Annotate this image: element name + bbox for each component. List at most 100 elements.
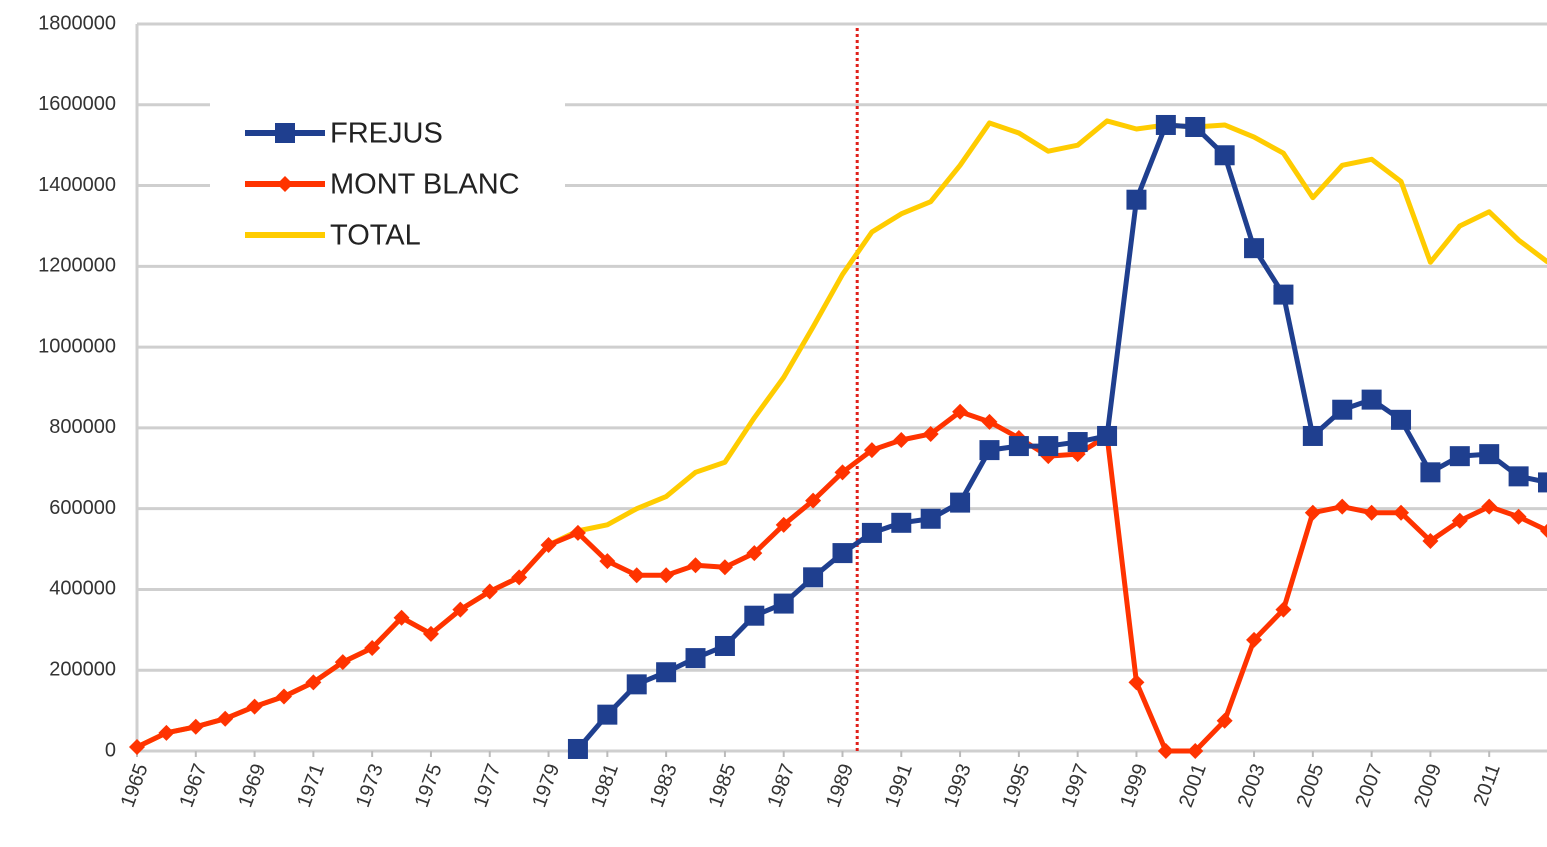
x-tick-label: 1969 bbox=[234, 761, 270, 810]
x-tick-label: 2007 bbox=[1351, 761, 1387, 810]
marker bbox=[599, 553, 616, 570]
marker bbox=[569, 524, 586, 541]
marker bbox=[714, 635, 735, 656]
marker bbox=[217, 710, 234, 727]
y-tick-label: 0 bbox=[105, 739, 116, 761]
x-tick-label: 1983 bbox=[646, 761, 682, 810]
series bbox=[129, 403, 1547, 759]
marker bbox=[1540, 523, 1547, 538]
marker bbox=[1361, 389, 1382, 410]
marker bbox=[658, 567, 675, 584]
marker bbox=[481, 583, 498, 600]
marker bbox=[1422, 532, 1439, 549]
marker bbox=[628, 567, 645, 584]
marker bbox=[744, 605, 765, 626]
marker bbox=[832, 543, 853, 564]
marker bbox=[685, 648, 706, 669]
marker bbox=[626, 674, 647, 695]
marker bbox=[305, 674, 322, 691]
marker bbox=[716, 559, 733, 576]
marker bbox=[567, 738, 588, 759]
legend-label: TOTAL bbox=[330, 220, 421, 252]
y-tick-label: 400000 bbox=[49, 578, 116, 600]
marker bbox=[922, 425, 939, 442]
x-tick-label: 1991 bbox=[881, 761, 917, 810]
y-tick-label: 200000 bbox=[49, 659, 116, 681]
marker bbox=[893, 432, 910, 449]
marker bbox=[540, 537, 557, 554]
x-tick-label: 1997 bbox=[1057, 761, 1093, 810]
x-tick-label: 1999 bbox=[1116, 761, 1152, 810]
marker bbox=[187, 718, 204, 735]
marker bbox=[129, 738, 145, 755]
x-tick-label: 1985 bbox=[705, 761, 741, 810]
marker bbox=[275, 688, 292, 705]
marker bbox=[1334, 498, 1351, 515]
x-tick-label: 1971 bbox=[293, 761, 329, 810]
x-tick-label: 1977 bbox=[470, 761, 506, 810]
x-tick-label: 1965 bbox=[117, 761, 153, 810]
x-tick-label: 1993 bbox=[940, 761, 976, 810]
marker bbox=[422, 625, 439, 642]
x-tick-label: 2011 bbox=[1469, 761, 1504, 809]
marker bbox=[834, 464, 851, 481]
x-tick-label: 2003 bbox=[1234, 761, 1270, 810]
x-tick-label: 2005 bbox=[1293, 761, 1329, 810]
marker bbox=[1538, 472, 1547, 493]
legend-marker bbox=[277, 176, 293, 192]
marker bbox=[1273, 284, 1294, 305]
marker bbox=[952, 403, 969, 420]
marker bbox=[1128, 674, 1145, 691]
y-tick-label: 1800000 bbox=[38, 12, 116, 34]
marker bbox=[597, 704, 618, 725]
marker bbox=[863, 442, 880, 459]
x-tick-label: 1995 bbox=[999, 761, 1035, 810]
marker bbox=[775, 516, 792, 533]
x-tick-label: 1967 bbox=[176, 761, 212, 810]
x-tick-label: 1989 bbox=[822, 761, 858, 810]
marker bbox=[511, 569, 528, 586]
marker bbox=[1008, 436, 1029, 457]
marker bbox=[1420, 462, 1441, 483]
marker bbox=[687, 557, 704, 574]
x-tick-label: 2001 bbox=[1175, 761, 1211, 810]
marker bbox=[803, 567, 824, 588]
legend-marker bbox=[275, 123, 295, 143]
marker bbox=[1481, 498, 1498, 515]
marker bbox=[891, 512, 912, 533]
marker bbox=[656, 662, 677, 683]
marker bbox=[1510, 508, 1527, 525]
y-tick-label: 1200000 bbox=[38, 255, 116, 277]
marker bbox=[158, 724, 175, 741]
marker bbox=[1275, 601, 1292, 618]
y-tick-label: 800000 bbox=[49, 416, 116, 438]
marker bbox=[1155, 114, 1176, 135]
marker bbox=[1508, 466, 1529, 487]
marker bbox=[452, 601, 469, 618]
y-tick-label: 600000 bbox=[49, 497, 116, 519]
x-tick-label: 2009 bbox=[1410, 761, 1446, 810]
marker bbox=[773, 593, 794, 614]
marker bbox=[364, 640, 381, 657]
marker bbox=[1067, 432, 1088, 453]
marker bbox=[246, 698, 263, 715]
marker bbox=[1126, 189, 1147, 210]
marker bbox=[920, 508, 941, 529]
marker bbox=[1187, 743, 1204, 759]
marker bbox=[1479, 444, 1500, 465]
y-tick-label: 1400000 bbox=[38, 174, 116, 196]
marker bbox=[979, 440, 1000, 461]
series-line bbox=[135, 409, 1547, 754]
marker bbox=[861, 522, 882, 543]
marker bbox=[1097, 425, 1118, 446]
x-tick-label: 1973 bbox=[352, 761, 388, 810]
series bbox=[567, 114, 1547, 759]
marker bbox=[950, 492, 971, 513]
marker bbox=[981, 413, 998, 430]
x-tick-label: 1979 bbox=[528, 761, 564, 810]
marker bbox=[334, 654, 351, 671]
marker bbox=[1304, 504, 1321, 521]
marker bbox=[1157, 743, 1174, 759]
x-tick-label: 1987 bbox=[763, 761, 799, 810]
